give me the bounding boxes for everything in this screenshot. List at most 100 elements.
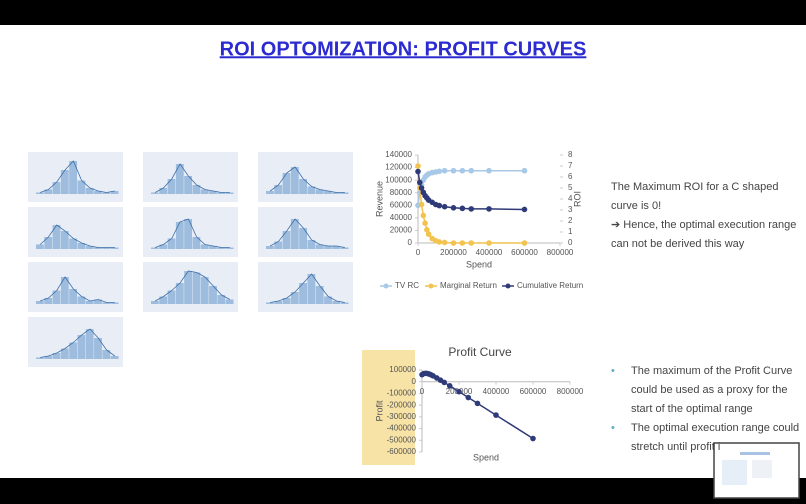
hist-bar (159, 296, 168, 304)
hist-bar (102, 350, 111, 359)
text-line: curve is 0! (611, 200, 662, 212)
hist-bar (151, 192, 159, 194)
bullet: • The maximum of the Profit Curve could be… (611, 362, 806, 419)
hist-panel (28, 207, 123, 257)
x-tick-label: 200000 (440, 248, 467, 257)
y-tick-label: 60000 (390, 200, 413, 209)
hist-bar (60, 170, 69, 194)
hist-bar (102, 247, 111, 249)
slide-title: ROI OPTOMIZATION: PROFIT CURVES (220, 38, 587, 60)
hist-bar (200, 277, 209, 304)
hist-bar (192, 237, 201, 249)
hist-bar (332, 301, 341, 304)
hist-bar (36, 357, 44, 359)
series-point (441, 203, 448, 210)
bullet-line: stretch until profit i (631, 441, 721, 453)
series-point (521, 167, 528, 174)
hist-bar (290, 219, 299, 249)
hist-bar (151, 247, 159, 249)
hist-bar (36, 192, 44, 194)
y2-tick-label: 5 (568, 183, 573, 192)
hist-bar (167, 238, 176, 249)
series-point (418, 201, 425, 208)
kde-curve (154, 163, 230, 193)
hist-bar (159, 244, 168, 249)
hist-bar (77, 243, 86, 249)
hist-bar (266, 191, 274, 194)
bullet-line: The maximum of the Profit Curve (631, 365, 793, 377)
series-point (418, 185, 425, 191)
series-point (486, 240, 492, 246)
bullet-line: The optimal execution range could (631, 422, 800, 434)
hist-bar (159, 188, 168, 194)
bullet-line: could be used as a proxy for the (631, 384, 788, 396)
hist-bar (274, 301, 283, 304)
y2-tick-label: 8 (568, 150, 573, 159)
hist-bar (36, 244, 44, 249)
y2-tick-label: 4 (568, 194, 573, 203)
hist-panel (258, 152, 353, 202)
y-tick-label: -400000 (387, 424, 417, 433)
hist-bar (332, 246, 341, 249)
series-point (415, 168, 421, 175)
series-point (446, 383, 453, 389)
kde-curve (269, 166, 345, 193)
series-point (459, 240, 466, 246)
hist-bar (266, 302, 274, 304)
hist-bar (94, 299, 102, 304)
x-tick-label: 800000 (557, 387, 584, 396)
y-tick-label: -100000 (387, 389, 417, 398)
hist-bar (184, 271, 192, 304)
y-tick-label: 40000 (390, 213, 413, 222)
hist-bar (200, 189, 209, 194)
hist-bar (217, 192, 226, 194)
y2-axis-label: ROI (572, 191, 582, 207)
hist-bar (175, 164, 184, 194)
hist-bar (290, 292, 299, 304)
hist-bar (85, 188, 94, 194)
series-point (493, 412, 499, 418)
hist-bar (225, 192, 234, 194)
text-block: The Maximum ROI for a C shaped curve is 0… (611, 178, 796, 254)
y-tick-label: -300000 (387, 412, 417, 421)
hist-bar (324, 296, 332, 304)
hist-bar (52, 353, 61, 359)
hist-bar (175, 283, 184, 304)
series-line (417, 169, 525, 206)
hist-bar (77, 335, 86, 359)
hist-bar (200, 244, 209, 249)
kde-curve (154, 270, 231, 302)
hist-bar (110, 356, 119, 359)
hist-bar (60, 348, 69, 359)
hist-bar (332, 192, 341, 194)
hist-bar (315, 244, 324, 249)
hist-bar (299, 228, 307, 249)
legend-label: Cumulative Return (517, 281, 583, 290)
hist-bar (315, 286, 324, 304)
kde-curve (40, 328, 116, 358)
hist-bar (324, 246, 332, 249)
hist-bar (184, 176, 192, 194)
hist-bar (340, 302, 349, 304)
legend-label: Marginal Return (440, 281, 497, 290)
chart-title: Profit Curve (448, 345, 512, 359)
hist-bar (85, 246, 94, 249)
hist-bar (69, 238, 77, 249)
y-tick-label: 100000 (389, 365, 416, 374)
hist-bar (274, 185, 283, 194)
hist-bar (324, 191, 332, 194)
y-tick-label: -600000 (387, 447, 417, 456)
y-axis-label: Revenue (374, 181, 384, 217)
hist-bar (340, 247, 349, 249)
hist-bar (184, 219, 192, 249)
legend-marker (505, 283, 511, 289)
hist-bar (299, 283, 307, 304)
series-point (441, 167, 448, 174)
series-point (436, 239, 443, 245)
legend-label: TV RC (395, 281, 419, 290)
y-tick-label: -200000 (387, 400, 417, 409)
hist-bar (299, 179, 307, 194)
hist-bar (44, 237, 53, 249)
hist-bar (209, 246, 217, 249)
